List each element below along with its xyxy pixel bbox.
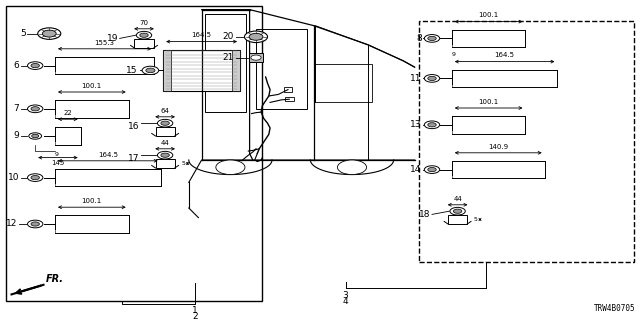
Circle shape — [140, 33, 148, 37]
Text: 5: 5 — [181, 161, 185, 166]
Circle shape — [42, 30, 56, 37]
Circle shape — [453, 209, 462, 213]
Circle shape — [450, 207, 465, 215]
Circle shape — [38, 28, 61, 39]
Text: 11: 11 — [410, 74, 421, 83]
Text: 10: 10 — [8, 173, 19, 182]
Circle shape — [428, 123, 436, 127]
Text: 7: 7 — [13, 104, 19, 113]
Text: 4: 4 — [343, 297, 348, 306]
Text: 9: 9 — [55, 152, 59, 156]
Bar — [256, 29, 307, 109]
Bar — [6, 6, 262, 301]
Circle shape — [424, 35, 440, 42]
Text: 164.5: 164.5 — [191, 32, 212, 38]
Circle shape — [337, 160, 367, 175]
Circle shape — [249, 33, 263, 40]
Circle shape — [31, 222, 40, 226]
Circle shape — [428, 36, 436, 41]
Text: 14: 14 — [410, 165, 421, 174]
Text: 21: 21 — [222, 53, 234, 62]
Circle shape — [428, 167, 436, 172]
Text: 155.3: 155.3 — [95, 40, 115, 45]
Text: 19: 19 — [107, 34, 118, 43]
Text: 70: 70 — [140, 20, 148, 26]
Text: 44: 44 — [161, 140, 170, 146]
Text: TRW4B0705: TRW4B0705 — [594, 304, 636, 313]
Text: FR.: FR. — [46, 274, 64, 284]
Text: 100.1: 100.1 — [479, 12, 499, 18]
Circle shape — [424, 166, 440, 173]
Circle shape — [428, 76, 436, 81]
Text: 2: 2 — [193, 312, 198, 320]
Bar — [205, 14, 246, 112]
Bar — [315, 64, 372, 102]
Circle shape — [161, 153, 170, 157]
Text: 20: 20 — [222, 32, 234, 41]
Text: 64: 64 — [161, 108, 170, 114]
Bar — [249, 53, 263, 62]
Bar — [284, 87, 292, 92]
Bar — [232, 50, 240, 91]
Circle shape — [28, 220, 43, 228]
Circle shape — [142, 66, 159, 75]
Text: 6: 6 — [13, 61, 19, 70]
Bar — [163, 50, 240, 91]
Bar — [285, 97, 294, 101]
Circle shape — [157, 151, 173, 159]
Text: 3: 3 — [343, 291, 348, 300]
Text: 15: 15 — [126, 66, 138, 75]
Text: 1: 1 — [193, 306, 198, 315]
Text: 5: 5 — [474, 217, 477, 222]
Circle shape — [28, 174, 43, 181]
Text: 100.1: 100.1 — [82, 83, 102, 89]
Circle shape — [31, 107, 40, 111]
Bar — [419, 21, 634, 262]
Circle shape — [161, 121, 170, 125]
Text: 18: 18 — [419, 210, 430, 219]
Circle shape — [216, 160, 245, 175]
Text: 13: 13 — [410, 120, 421, 129]
Text: 164.5: 164.5 — [495, 52, 515, 58]
Circle shape — [136, 31, 152, 39]
Text: 100.1: 100.1 — [82, 198, 102, 204]
Text: 164.5: 164.5 — [98, 152, 118, 157]
Bar — [156, 159, 175, 168]
Circle shape — [244, 31, 268, 43]
Text: 12: 12 — [6, 220, 17, 228]
Text: 100.1: 100.1 — [479, 99, 499, 105]
Circle shape — [28, 62, 43, 69]
Circle shape — [424, 75, 440, 82]
Bar — [448, 215, 467, 224]
Text: 16: 16 — [128, 122, 140, 131]
Circle shape — [424, 121, 440, 129]
Circle shape — [251, 55, 261, 60]
Text: 5: 5 — [20, 29, 26, 38]
Text: 145: 145 — [51, 160, 65, 166]
Text: 17: 17 — [128, 154, 140, 163]
Text: 8: 8 — [417, 34, 422, 43]
Circle shape — [29, 133, 42, 139]
Bar — [156, 127, 175, 136]
Circle shape — [28, 105, 43, 113]
Text: 140.9: 140.9 — [488, 144, 508, 150]
Bar — [163, 50, 171, 91]
Circle shape — [146, 68, 155, 73]
Text: 44: 44 — [453, 196, 462, 202]
Circle shape — [32, 134, 39, 138]
Text: 9: 9 — [452, 52, 456, 58]
Text: 22: 22 — [63, 110, 72, 116]
Bar — [134, 39, 154, 48]
Text: 9: 9 — [13, 132, 19, 140]
Circle shape — [31, 175, 40, 180]
Circle shape — [157, 119, 173, 127]
Circle shape — [31, 63, 40, 68]
